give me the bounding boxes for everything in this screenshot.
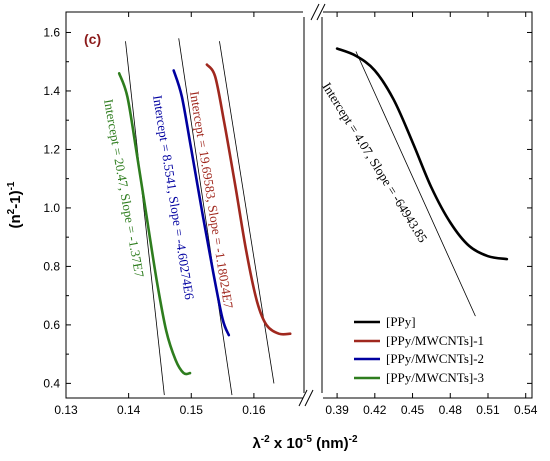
y-axis: 0.4 0.6 0.8 1.0 1.2 1.4 1.6 <box>43 25 532 390</box>
x-tick-label: 0.48 <box>439 403 463 417</box>
y-axis-title: (n2-1)-1 <box>6 181 24 228</box>
legend-label: [PPy] <box>386 314 416 329</box>
x-tick-label: 0.45 <box>401 403 425 417</box>
legend-label: [PPy/MWCNTs]-1 <box>386 333 484 348</box>
series-curve <box>117 72 192 376</box>
y-tick-label: 0.6 <box>43 318 60 332</box>
y-tick-label: 0.8 <box>43 259 60 273</box>
x-tick-label: 0.14 <box>117 403 141 417</box>
series-curve <box>172 69 231 337</box>
annotation-ppy: Intercept = 4.07, Slope = -64943.85 <box>319 80 430 246</box>
y-tick-label: 1.6 <box>43 25 60 39</box>
data-curves <box>117 47 509 376</box>
axis-break-mark <box>310 3 320 21</box>
x-tick-label: 0.51 <box>476 403 500 417</box>
x-tick-label: 0.16 <box>242 403 266 417</box>
right-axis-frame <box>321 11 533 399</box>
y-axis-title-group: (n2-1)-1 <box>6 181 24 228</box>
left-axis-frame <box>65 11 305 399</box>
y-tick-label: 1.4 <box>43 84 60 98</box>
panel-label: (c) <box>84 31 101 47</box>
annotation-mwcnts-3: Intercept = 20.47, Slope = -1.37E7 <box>101 98 147 279</box>
x-tick-label: 0.42 <box>363 403 387 417</box>
legend-label: [PPy/MWCNTs]-3 <box>386 370 484 385</box>
axis-break-mark <box>298 389 308 407</box>
x-tick-label: 0.15 <box>180 403 204 417</box>
fit-line <box>178 38 233 396</box>
fit-line <box>125 41 165 396</box>
axis-break-mark <box>316 3 326 21</box>
y-tick-label: 1.2 <box>43 142 60 156</box>
series-curve <box>205 63 292 336</box>
axis-break-gap-bottom <box>303 393 323 403</box>
plot-frame <box>65 3 533 407</box>
x-axis: 0.13 0.14 0.15 0.16 0.39 0.42 0.45 0.48 0.51 0.54 <box>54 12 538 417</box>
x-tick-label: 0.13 <box>54 403 78 417</box>
legend: [PPy] [PPy/MWCNTs]-1 [PPy/MWCNTs]-2 [PPy… <box>354 314 484 385</box>
annotation-mwcnts-2: Intercept = 8.5541, Slope = -4.60274E6 <box>150 94 197 301</box>
fit-line <box>355 51 476 317</box>
fit-line <box>219 41 275 384</box>
x-axis-title: λ-2 x 10-5 (nm)-2 <box>252 434 358 452</box>
x-tick-label: 0.54 <box>514 403 538 417</box>
annotation-text: Intercept = 20.47, Slope = -1.37E7 <box>101 98 147 279</box>
axis-break-mark <box>304 389 314 407</box>
legend-label: [PPy/MWCNTs]-2 <box>386 351 484 366</box>
y-tick-label: 1.0 <box>43 201 60 215</box>
series-curve <box>335 47 509 261</box>
x-tick-label: 0.39 <box>325 403 349 417</box>
annotation-text: Intercept = 4.07, Slope = -64943.85 <box>319 80 430 246</box>
axis-break-gap-top <box>303 7 323 17</box>
annotation-text: Intercept = 8.5541, Slope = -4.60274E6 <box>150 94 197 301</box>
y-tick-label: 0.4 <box>43 376 60 390</box>
fit-lines <box>125 38 476 396</box>
